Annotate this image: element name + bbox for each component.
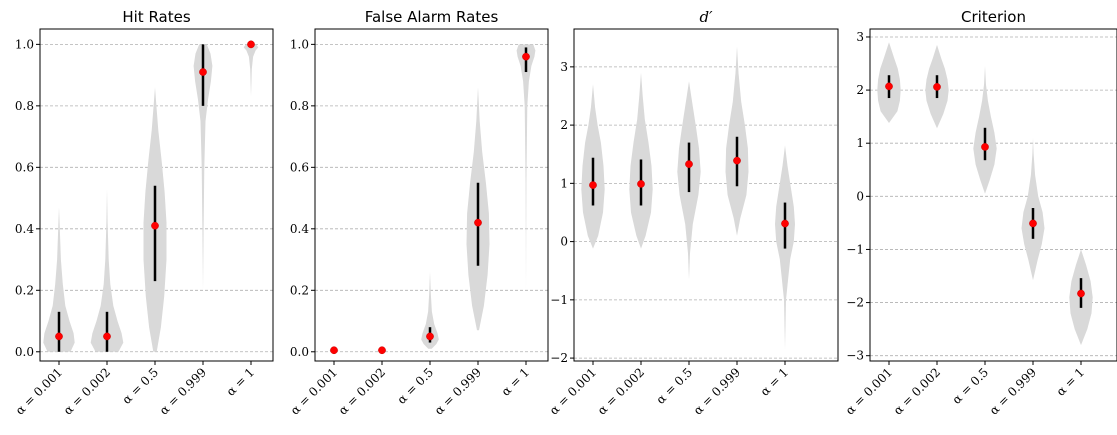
y-tick-label: 0.8: [15, 99, 34, 113]
category-label: α = 0.999: [691, 365, 743, 417]
y-tick-label: 0.0: [15, 345, 34, 359]
axes-frame: [39, 28, 274, 362]
y-tick-label: 0.2: [15, 283, 34, 297]
mean-point-4: [733, 156, 741, 165]
mean-point-2: [933, 83, 941, 91]
mean-point-1: [330, 346, 338, 355]
y-tick-label: −3: [846, 349, 864, 363]
violin-4: [193, 44, 213, 291]
category-label: α = 0.001: [843, 365, 895, 417]
category-label: α = 0.001: [13, 365, 65, 417]
chart-title: Criterion: [961, 8, 1026, 26]
category-label: α = 1: [1054, 365, 1088, 399]
chart-title: False Alarm Rates: [365, 8, 499, 26]
mean-point-1: [55, 332, 63, 341]
mean-point-2: [378, 346, 386, 355]
mean-point-2: [103, 332, 111, 341]
category-label: α = 0.5: [394, 365, 436, 407]
y-tick-label: 1.0: [15, 37, 34, 51]
y-tick-label: 0.0: [290, 345, 309, 359]
y-tick-label: −1: [550, 293, 568, 307]
mean-point-4: [1029, 219, 1037, 228]
y-tick-label: 1: [560, 176, 568, 190]
y-tick-label: 0.6: [290, 160, 309, 174]
chart-title: Hit Rates: [122, 8, 190, 26]
category-label: α = 1: [224, 365, 258, 399]
y-tick-label: −2: [550, 351, 568, 365]
category-label: α = 0.002: [595, 365, 647, 417]
violin-3: [421, 271, 439, 349]
violin-1: [43, 207, 75, 352]
mean-point-4: [199, 68, 207, 76]
mean-point-1: [589, 181, 597, 189]
mean-point-3: [685, 160, 693, 168]
y-tick-label: 1: [856, 136, 864, 150]
chart-title: d′: [699, 8, 713, 26]
y-tick-label: −2: [846, 296, 864, 310]
violin-5: [243, 44, 259, 97]
y-tick-label: 0.4: [290, 222, 309, 236]
category-label: α = 0.5: [653, 365, 695, 407]
axes-frame: [573, 28, 839, 362]
y-tick-label: 0.6: [15, 160, 34, 174]
y-tick-label: 3: [560, 60, 568, 74]
category-label: α = 0.999: [157, 365, 209, 417]
mean-point-3: [426, 332, 434, 341]
y-tick-label: 0: [560, 235, 568, 249]
y-tick-label: 1.0: [290, 37, 309, 51]
mean-point-5: [247, 40, 255, 49]
mean-point-5: [522, 52, 530, 61]
category-label: α = 0.001: [288, 365, 340, 417]
y-tick-label: 0.8: [290, 99, 309, 113]
category-label: α = 0.5: [949, 365, 991, 407]
category-label: α = 0.999: [987, 365, 1039, 417]
axes-frame: [314, 28, 549, 362]
y-tick-label: 3: [856, 30, 864, 44]
category-label: α = 0.001: [547, 365, 599, 417]
y-tick-label: −1: [846, 242, 864, 256]
mean-point-4: [474, 218, 482, 227]
violin-2: [90, 188, 124, 352]
mean-point-3: [981, 143, 989, 151]
category-label: α = 0.999: [432, 365, 484, 417]
mean-point-5: [1077, 289, 1085, 298]
y-tick-label: 0.2: [290, 283, 309, 297]
y-tick-label: 2: [560, 118, 568, 132]
category-label: α = 0.002: [61, 365, 113, 417]
mean-point-3: [151, 221, 159, 230]
category-label: α = 0.5: [119, 365, 161, 407]
axes-frame: [869, 28, 1117, 362]
category-label: α = 0.002: [891, 365, 943, 417]
category-label: α = 1: [499, 365, 533, 399]
y-tick-label: 0: [856, 189, 864, 203]
mean-point-2: [637, 180, 645, 188]
y-tick-label: 2: [856, 83, 864, 97]
mean-point-5: [781, 219, 789, 228]
violin-5: [516, 44, 536, 291]
mean-point-1: [885, 82, 893, 91]
category-label: α = 0.002: [336, 365, 388, 417]
category-label: α = 1: [758, 365, 792, 399]
y-tick-label: 0.4: [15, 222, 34, 236]
